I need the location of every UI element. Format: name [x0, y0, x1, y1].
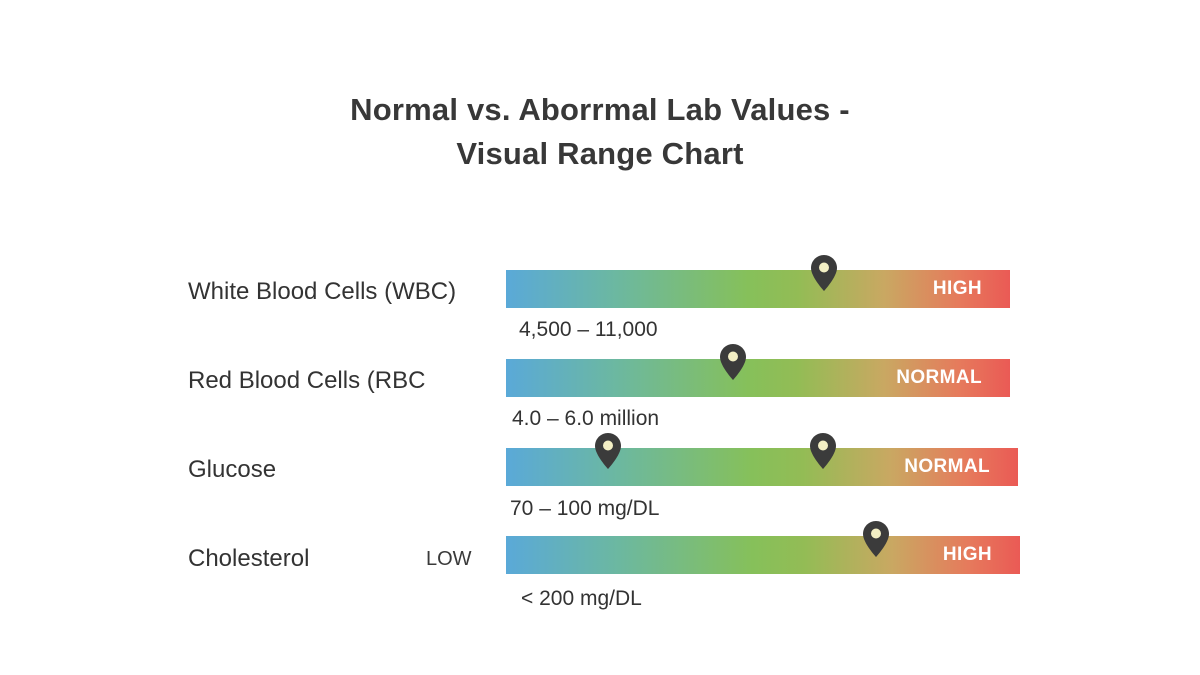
marker-pin — [863, 521, 890, 557]
marker-pin — [810, 255, 837, 291]
row-label: Cholesterol — [188, 545, 310, 572]
range-row-rbc: Red Blood Cells (RBC NORMAL 4.0 – 6.0 mi… — [0, 344, 1200, 439]
status-badge: NORMAL — [904, 456, 990, 477]
chart-title-line-1: Normal vs. Aborrmal Lab Values - — [350, 92, 850, 127]
value-marker-icon — [863, 521, 890, 557]
low-label: LOW — [426, 548, 472, 570]
value-marker-icon — [595, 433, 622, 469]
status-badge: NORMAL — [896, 367, 982, 388]
marker-dot — [727, 351, 738, 362]
range-text: < 200 mg/DL — [521, 587, 642, 610]
range-row-wbc: White Blood Cells (WBC) HIGH 4,500 – 11,… — [0, 255, 1200, 350]
row-label: White Blood Cells (WBC) — [188, 278, 457, 305]
value-marker-icon — [719, 344, 746, 380]
range-bar: NORMAL — [506, 359, 1010, 397]
range-text: 4,500 – 11,000 — [519, 318, 658, 341]
marker-dot — [818, 262, 829, 273]
status-badge: HIGH — [942, 544, 992, 565]
chart-title-line-2: Visual Range Chart — [456, 136, 744, 171]
row-label: Glucose — [188, 456, 277, 483]
row-label: Red Blood Cells (RBC — [188, 367, 426, 394]
range-row-glucose: Glucose NORMAL 70 – 100 mg/DL — [0, 433, 1200, 528]
range-text: 70 – 100 mg/DL — [510, 497, 660, 520]
marker-dot — [818, 440, 829, 451]
value-marker-icon — [810, 433, 837, 469]
status-badge: HIGH — [932, 278, 982, 299]
range-row-cholesterol: Cholesterol LOW HIGH < 200 mg/DL — [0, 521, 1200, 616]
range-bar: NORMAL — [506, 448, 1018, 486]
value-marker-icon — [810, 255, 837, 291]
marker-dot — [871, 528, 882, 539]
marker-pin — [810, 433, 837, 469]
marker-dot — [603, 440, 614, 451]
range-bar: HIGH — [506, 536, 1020, 574]
marker-pin — [595, 433, 622, 469]
chart-title: Normal vs. Aborrmal Lab Values - Visual … — [0, 88, 1200, 176]
range-bar: HIGH — [506, 270, 1010, 308]
marker-pin — [719, 344, 746, 380]
range-text: 4.0 – 6.0 million — [512, 407, 660, 430]
